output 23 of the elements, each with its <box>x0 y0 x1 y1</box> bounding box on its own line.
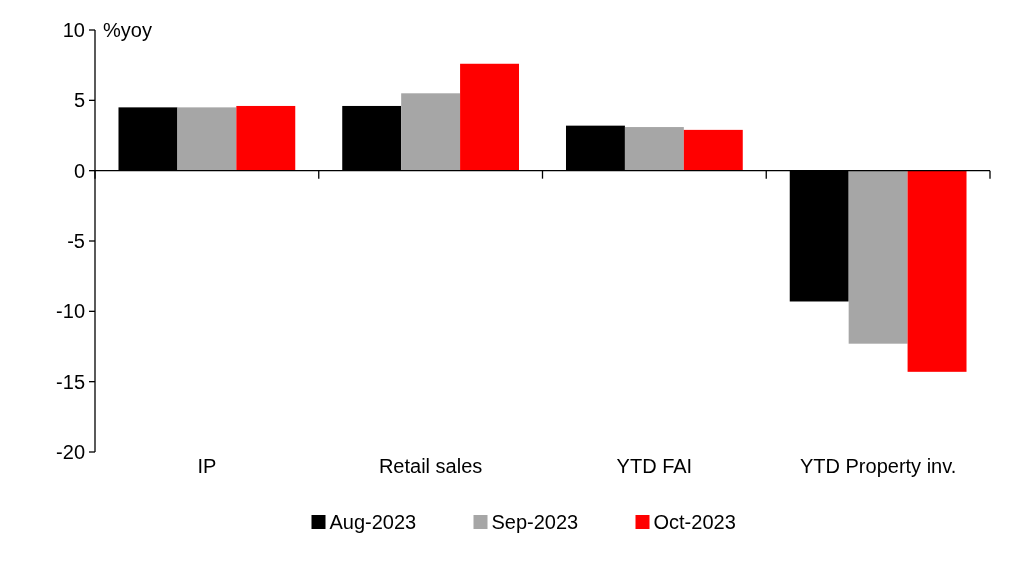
x-tick-label: YTD FAI <box>616 455 693 477</box>
y-tick-label: 5 <box>73 89 85 112</box>
x-tick-label: IP <box>197 455 217 477</box>
bar <box>907 170 967 372</box>
y-tick-label: 0 <box>73 159 85 182</box>
y-axis-title: %yoy <box>103 19 152 41</box>
y-tick-label: 10 <box>62 19 85 41</box>
legend-label: Sep-2023 <box>491 511 579 533</box>
x-tick-label: Retail sales <box>378 455 483 477</box>
y-tick-label: -20 <box>56 441 85 463</box>
legend-label: Oct-2023 <box>653 511 736 533</box>
bar <box>624 127 684 171</box>
bar <box>460 63 520 171</box>
legend-label: Aug-2023 <box>329 511 417 533</box>
y-tick-label: -15 <box>56 370 85 393</box>
bar <box>683 129 743 171</box>
bar <box>236 105 296 171</box>
bar <box>177 107 237 171</box>
bar <box>401 93 461 171</box>
y-tick-label: -5 <box>67 230 85 252</box>
y-tick-label: -10 <box>56 300 85 323</box>
x-tick-label: YTD Property inv. <box>799 455 957 477</box>
bar <box>848 170 908 344</box>
